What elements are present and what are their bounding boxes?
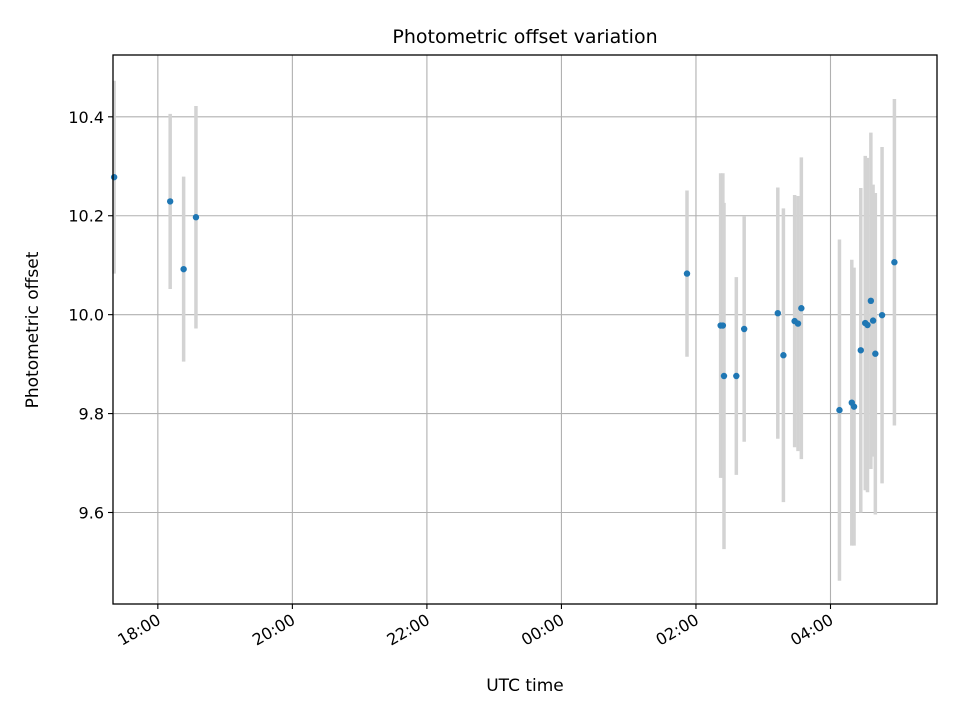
error-bars <box>112 80 897 581</box>
data-point <box>857 347 864 354</box>
x-tick-label: 18:00 <box>114 610 163 650</box>
data-point <box>683 270 691 277</box>
data-points <box>110 173 898 414</box>
data-point <box>780 352 787 359</box>
data-point <box>891 259 898 266</box>
x-tick-label: 04:00 <box>787 610 836 650</box>
data-point <box>733 372 740 380</box>
y-tick-label: 9.6 <box>79 504 104 523</box>
data-point <box>180 265 187 273</box>
x-tick-label: 00:00 <box>518 610 567 650</box>
data-point <box>878 311 886 319</box>
data-point <box>869 317 877 324</box>
data-point <box>794 320 802 327</box>
data-point <box>166 198 174 205</box>
data-point <box>850 403 858 410</box>
y-tick-label: 10.2 <box>68 207 104 226</box>
data-point <box>110 173 118 181</box>
plot-frame <box>112 54 938 605</box>
data-point <box>872 350 879 357</box>
data-point <box>867 297 875 305</box>
grid <box>113 55 937 604</box>
x-axis-label: UTC time <box>486 676 564 696</box>
y-axis-label: Photometric offset <box>23 251 43 408</box>
y-tick-label: 10.0 <box>68 306 104 325</box>
x-tick-label: 20:00 <box>249 610 298 650</box>
data-point <box>719 322 727 329</box>
x-tick-label: 22:00 <box>383 610 432 650</box>
data-point <box>192 214 200 221</box>
data-point <box>836 406 843 414</box>
data-point <box>774 309 782 317</box>
x-ticks: 18:00 20:00 22:00 00:00 02:00 04:00 <box>114 604 836 650</box>
y-ticks: 9.6 9.8 10.0 10.2 10.4 <box>68 108 113 523</box>
data-point <box>864 321 871 329</box>
data-point <box>798 305 805 312</box>
x-tick-label: 02:00 <box>653 610 702 650</box>
chart-title: Photometric offset variation <box>392 26 657 48</box>
data-point <box>720 372 728 380</box>
y-tick-label: 9.8 <box>79 405 104 424</box>
data-point <box>740 325 748 333</box>
y-tick-label: 10.4 <box>68 108 104 127</box>
